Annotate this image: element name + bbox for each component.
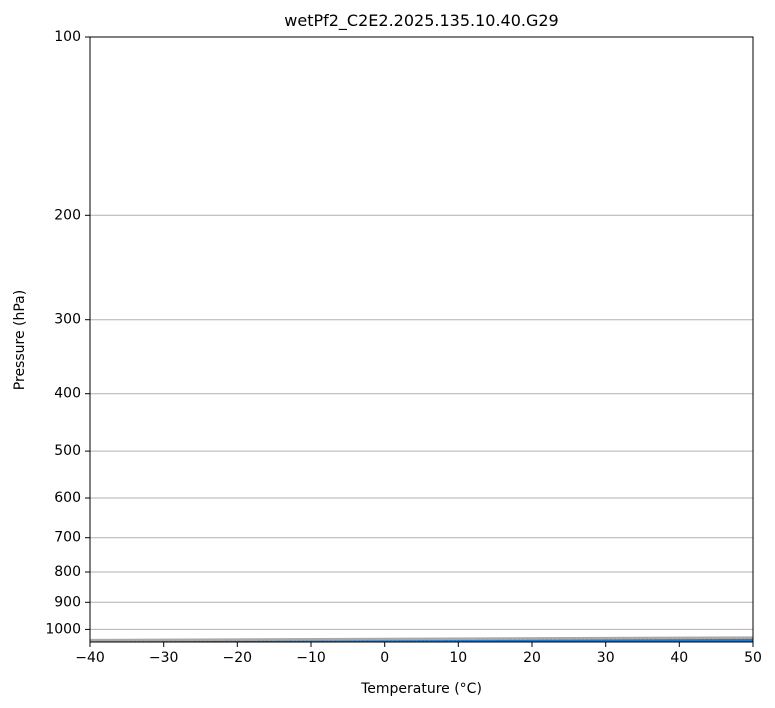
x-axis-ticks: −40 −30 −20 −10 0 10 20 30 40 50	[75, 642, 762, 666]
x-tick-label: −40	[75, 650, 105, 666]
y-tick-label: 500	[54, 443, 81, 459]
x-tick-label: −30	[149, 650, 179, 666]
x-tick-label: 0	[380, 650, 389, 666]
plot-frame	[89, 36, 754, 643]
x-tick-label: 40	[670, 650, 688, 666]
y-tick-label: 700	[54, 530, 81, 546]
y-axis-label: Pressure (hPa)	[12, 290, 28, 390]
chart-title: wetPf2_C2E2.2025.135.10.40.G29	[284, 11, 558, 31]
y-axis-ticks: 1000 900 800 700 600 500 400 300 200 100	[45, 29, 90, 637]
y-tick-label: 100	[54, 29, 81, 45]
x-tick-label: 50	[744, 650, 762, 666]
x-tick-label: 30	[597, 650, 615, 666]
y-tick-label: 900	[54, 594, 81, 610]
x-axis-label: Temperature (°C)	[360, 681, 482, 697]
y-tick-label: 300	[54, 312, 81, 328]
y-tick-label: 600	[54, 490, 81, 506]
x-tick-label: 10	[449, 650, 467, 666]
pressure-gridlines	[90, 37, 753, 630]
y-tick-label: 200	[54, 207, 81, 223]
y-tick-label: 1000	[45, 621, 81, 637]
y-tick-label: 800	[54, 564, 81, 580]
x-tick-label: −10	[296, 650, 326, 666]
x-tick-label: −20	[223, 650, 253, 666]
y-tick-label: 400	[54, 386, 81, 402]
x-tick-label: 20	[523, 650, 541, 666]
